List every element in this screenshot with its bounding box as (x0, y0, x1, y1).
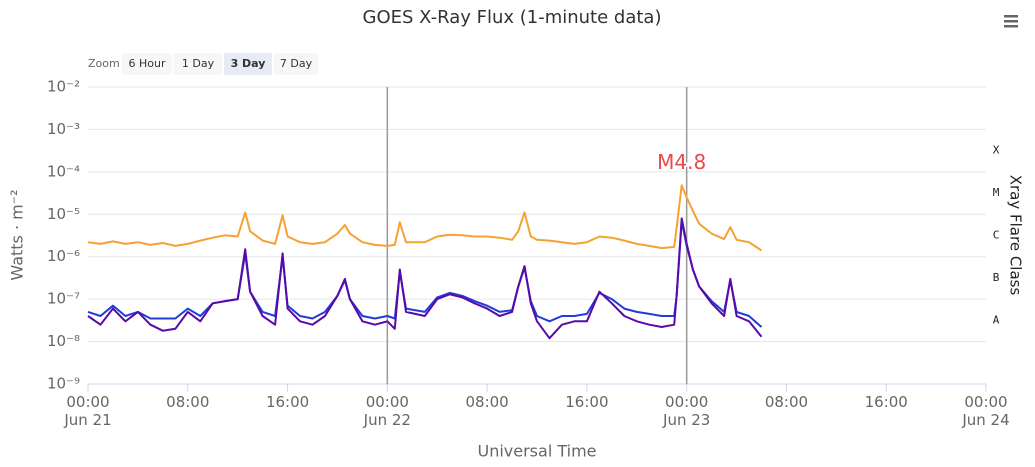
chart-title: GOES X-Ray Flux (1-minute data) (363, 7, 662, 28)
zoom-label: Zoom (88, 57, 120, 70)
zoom-button-bg (122, 53, 172, 75)
zoom-button-label: 1 Day (182, 57, 215, 70)
x-tick-label: 00:00 Jun 22 (363, 393, 411, 429)
y-tick-label: 10⁻⁸ (47, 332, 80, 350)
x-tick-label: 16:00 (865, 393, 908, 411)
x-tick-label: 08:00 (765, 393, 808, 411)
x-tick-label: 08:00 (166, 393, 209, 411)
x-axis-title: Universal Time (477, 442, 596, 461)
menu-bar (1004, 15, 1018, 18)
x-tick-label: 00:00 Jun 23 (662, 393, 710, 429)
zoom-button[interactable]: 1 Day (174, 53, 222, 75)
x-tick-label: 16:00 (266, 393, 309, 411)
y-tick-label: 10⁻⁶ (47, 247, 80, 265)
y2-axis-title: Xray Flare Class (1007, 175, 1025, 296)
series-line (87, 217, 763, 340)
flare-class-label: M (993, 186, 1000, 199)
x-tick-label: 08:00 (465, 393, 508, 411)
menu-bar (1004, 20, 1018, 23)
zoom-button-label: 7 Day (280, 57, 313, 70)
zoom-button-bg (224, 53, 272, 75)
annotation: M4.8 (657, 150, 706, 174)
x-tick-label: 00:00 Jun 24 (961, 393, 1009, 429)
zoom-button[interactable]: 7 Day (274, 53, 318, 75)
y-tick-label: 10⁻² (47, 78, 80, 96)
y-tick-label: 10⁻⁴ (47, 162, 80, 180)
zoom-button-label: 3 Day (231, 57, 266, 70)
x-tick-label: 16:00 (565, 393, 608, 411)
series-line (87, 184, 763, 252)
y-tick-label: 10⁻³ (47, 120, 80, 138)
zoom-button-bg (174, 53, 222, 75)
zoom-button-label: 6 Hour (129, 57, 166, 70)
flare-class-label: X (993, 144, 1000, 157)
flare-class-label: A (993, 313, 1000, 326)
zoom-button-bg (274, 53, 318, 75)
y-axis-title: Watts · m⁻² (8, 189, 27, 280)
zoom-button[interactable]: 3 Day (224, 53, 272, 75)
x-tick-label: 00:00 Jun 21 (63, 393, 111, 429)
y-tick-label: 10⁻⁷ (47, 290, 80, 308)
flare-class-label: B (993, 271, 1000, 284)
menu-bar (1004, 25, 1018, 28)
y-tick-label: 10⁻⁵ (47, 205, 80, 223)
menu-icon[interactable] (1004, 15, 1018, 28)
y-tick-label: 10⁻⁹ (47, 375, 80, 393)
zoom-button[interactable]: 6 Hour (122, 53, 172, 75)
flare-class-label: C (993, 229, 1000, 242)
